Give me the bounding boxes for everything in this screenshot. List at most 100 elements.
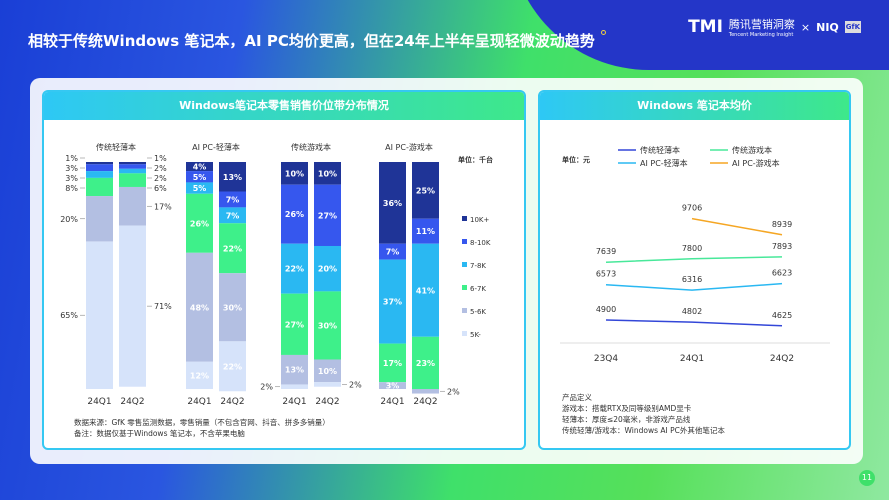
- bar-segment: [379, 162, 406, 244]
- data-label: 7%: [226, 195, 240, 204]
- x-tick-label: 24Q2: [120, 397, 144, 407]
- data-label: 6623: [772, 269, 792, 278]
- bar-segment: [314, 291, 341, 360]
- series-line: [605, 256, 783, 263]
- x-tick-label: 24Q2: [220, 397, 244, 407]
- bar-segment: [412, 162, 439, 219]
- data-label: 10%: [318, 169, 337, 178]
- bar-segment: [219, 207, 246, 224]
- bar-segment: [186, 171, 213, 183]
- data-label: 71%: [154, 302, 172, 311]
- legend-label: 5-6K: [470, 308, 486, 316]
- data-label: 2%: [260, 383, 273, 392]
- data-label: 10%: [318, 367, 337, 376]
- unit-label: 单位：元: [562, 155, 590, 164]
- data-label: 36%: [383, 199, 402, 208]
- legend-swatch: [462, 308, 467, 313]
- data-label: 23%: [416, 359, 435, 368]
- legend-label: 6-7K: [470, 285, 486, 293]
- x-tick-label: 24Q2: [413, 397, 437, 407]
- bar-segment: [119, 162, 146, 165]
- line-chart: 单位：元 传统轻薄本 4900 4802 4625 传统游戏本 7639 7800 7893 AI…: [560, 145, 830, 364]
- line-notes: 产品定义 游戏本：搭载RTX及同等级别AMD显卡 轻薄本：厚度≤20毫米，非游戏产品…: [562, 393, 725, 435]
- bar-segment: [281, 354, 308, 385]
- data-label: 5%: [193, 173, 207, 182]
- data-label: 20%: [60, 215, 78, 224]
- bar-notes: 数据来源：GfK 零售监测数据，零售销量（不包含官网、抖音、拼多多销量） 备注：数…: [74, 418, 330, 438]
- data-label: 8%: [65, 184, 78, 193]
- data-label: 27%: [318, 211, 337, 220]
- group-label: 传统游戏本: [291, 142, 331, 152]
- data-label: 30%: [318, 321, 337, 330]
- data-label: 6573: [596, 270, 616, 279]
- x-tick-label: 24Q2: [315, 397, 339, 407]
- data-label: 48%: [190, 303, 209, 312]
- legend-swatch: [462, 239, 467, 244]
- data-label: 6316: [682, 275, 702, 284]
- data-label: 30%: [223, 303, 242, 312]
- bar-segment: [86, 162, 113, 165]
- series-line: [605, 282, 783, 291]
- data-label: 2%: [447, 387, 460, 396]
- data-label: 2%: [154, 164, 167, 173]
- bar-segment: [412, 243, 439, 337]
- data-label: 2%: [154, 174, 167, 183]
- data-label: 1%: [154, 154, 167, 163]
- bar-segment: [86, 171, 113, 178]
- legend-swatch: [462, 331, 467, 336]
- bar-segment: [186, 252, 213, 362]
- data-label: 7%: [226, 211, 240, 220]
- legend-label: 7-8K: [470, 262, 486, 270]
- data-label: 10%: [285, 169, 304, 178]
- data-label: 22%: [223, 362, 242, 371]
- data-label: 7800: [682, 244, 702, 253]
- bar-segment: [219, 273, 246, 342]
- data-label: 12%: [190, 371, 209, 380]
- data-label: 4625: [772, 311, 792, 320]
- data-label: 27%: [285, 320, 304, 329]
- data-label: 17%: [154, 202, 172, 211]
- bar-segment: [119, 225, 146, 387]
- bar-segment: [281, 162, 308, 185]
- x-tick-label: 24Q1: [680, 354, 704, 364]
- page-number: 11: [859, 470, 875, 486]
- bar-segment: [281, 184, 308, 244]
- bar-segment: [412, 389, 439, 394]
- legend-label: 传统轻薄本: [640, 145, 680, 155]
- legend-swatch: [462, 216, 467, 221]
- bar-segment: [186, 361, 213, 389]
- data-label: 3%: [386, 382, 400, 391]
- bar-segment: [281, 293, 308, 355]
- group-label: AI PC-游戏本: [385, 142, 433, 152]
- legend-label: 10K+: [470, 216, 489, 224]
- data-label: 4900: [596, 305, 616, 314]
- bar-segment: [379, 343, 406, 383]
- data-label: 4802: [682, 307, 702, 316]
- data-label: 17%: [383, 359, 402, 368]
- x-tick-label: 24Q1: [380, 397, 404, 407]
- bar-segment: [119, 168, 146, 174]
- line-chart-title: Windows 笔记本均价: [540, 92, 849, 120]
- legend-label: 传统游戏本: [732, 145, 772, 155]
- data-label: 13%: [285, 366, 304, 375]
- bar-chart-title: Windows笔记本零售销售价位带分布情况: [44, 92, 524, 120]
- data-label: 7639: [596, 247, 616, 256]
- unit-label: 单位：千台: [458, 155, 493, 164]
- bar-segment: [119, 186, 146, 226]
- data-label: 2%: [349, 380, 362, 389]
- group-label: 传统轻薄本: [96, 142, 136, 152]
- data-label: 7%: [386, 248, 400, 257]
- bar-segment: [379, 243, 406, 260]
- data-label: 22%: [223, 244, 242, 253]
- bar-segment: [86, 177, 113, 197]
- bar-segment: [412, 218, 439, 244]
- data-label: 3%: [65, 164, 78, 173]
- logo: TMI 腾讯营销洞察 Tencent Marketing Insight × NIQ Gf…: [688, 17, 861, 38]
- data-label: 22%: [285, 265, 304, 274]
- bar-chart-panel: Windows笔记本零售销售价位带分布情况 传统轻薄本 1% 3% 3% 8% 20% 65…: [42, 90, 526, 450]
- bar-segment: [86, 196, 113, 242]
- data-label: 20%: [318, 265, 337, 274]
- x-tick-label: 24Q1: [282, 397, 306, 407]
- data-label: 1%: [65, 154, 78, 163]
- bar-segment: [119, 164, 146, 169]
